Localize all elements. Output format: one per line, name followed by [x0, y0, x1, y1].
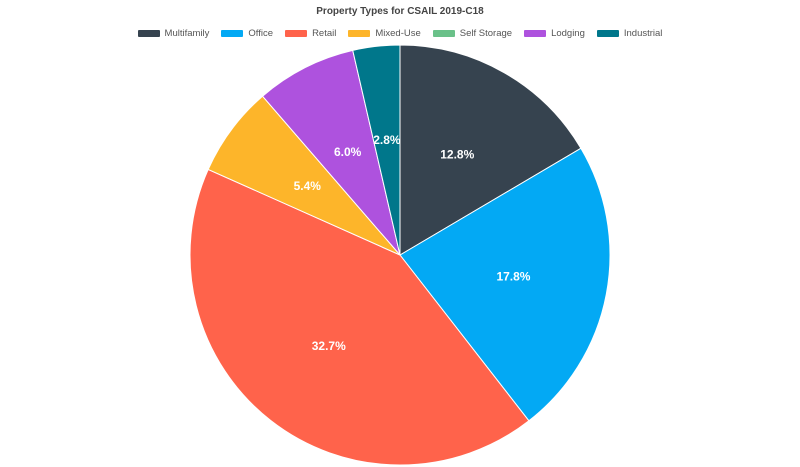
pie-slice-multifamily[interactable] [399, 44, 582, 256]
legend-label: Self Storage [459, 28, 513, 39]
legend-item-lodging[interactable]: Lodging [524, 28, 585, 39]
legend-swatch [596, 30, 619, 37]
slice-label-lodging: 6.0% [334, 145, 362, 159]
chart-legend: Multifamily Office Retail Mixed-Use Self Sto… [0, 28, 800, 39]
legend-swatch [348, 30, 371, 37]
legend-item-mixed-use[interactable]: Mixed-Use [348, 28, 421, 39]
slice-label-mixed-use: 5.4% [294, 179, 322, 193]
legend-item-office[interactable]: Office [221, 28, 273, 39]
legend-label: Multifamily [164, 28, 210, 39]
legend-swatch [524, 30, 547, 37]
pie-slice-office[interactable] [399, 147, 611, 422]
pie-slice-retail[interactable] [189, 168, 530, 466]
chart-title: Property Types for CSAIL 2019-C18 [316, 6, 484, 17]
slice-label-office: 17.8% [496, 270, 530, 284]
legend-item-self-storage[interactable]: Self Storage [432, 28, 513, 39]
legend-swatch [432, 30, 455, 37]
pie-slice-lodging[interactable] [261, 49, 401, 256]
legend-item-retail[interactable]: Retail [285, 28, 336, 39]
legend-item-industrial[interactable]: Industrial [596, 28, 663, 39]
legend-label: Office [248, 28, 274, 39]
slice-label-multifamily: 12.8% [440, 148, 474, 162]
slice-label-retail: 32.7% [312, 339, 346, 353]
legend-swatch [285, 30, 308, 37]
legend-swatch [137, 30, 160, 37]
legend-swatch [221, 30, 244, 37]
legend-label: Retail [312, 28, 337, 39]
legend-label: Mixed-Use [375, 28, 421, 39]
slice-label-industrial: 2.8% [373, 133, 401, 147]
legend-label: Industrial [623, 28, 663, 39]
legend-item-multifamily[interactable]: Multifamily [137, 28, 210, 39]
pie-slice-industrial[interactable] [352, 44, 401, 256]
legend-label: Lodging [551, 28, 585, 39]
